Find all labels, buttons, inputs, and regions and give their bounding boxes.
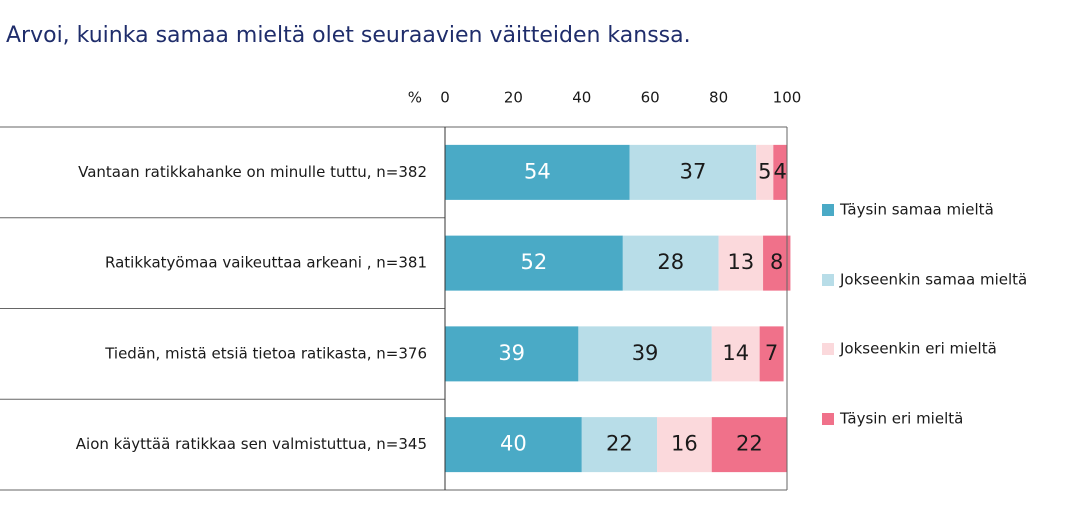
bar-segment	[773, 144, 787, 200]
data-label: 40	[500, 432, 527, 456]
data-label: 5	[758, 159, 771, 183]
chart-title: Arvoi, kuinka samaa mieltä olet seuraavi…	[6, 23, 691, 48]
legend-swatch	[822, 413, 834, 425]
data-label: 52	[521, 250, 548, 274]
bar-segment	[756, 144, 774, 200]
data-label: 39	[632, 341, 659, 365]
x-tick-label: 60	[641, 89, 660, 107]
data-label: 8	[770, 250, 783, 274]
category-label: Tiedän, mistä etsiä tietoa ratikasta, n=…	[104, 344, 427, 362]
bar-segment	[759, 326, 784, 382]
data-label: 14	[722, 341, 749, 365]
x-tick-label: 100	[773, 89, 802, 107]
legend-label: Jokseenkin eri mieltä	[839, 340, 997, 358]
bar-segment	[581, 417, 658, 473]
data-label: 39	[498, 341, 525, 365]
x-tick-label: 20	[504, 89, 523, 107]
bar-segment	[445, 144, 630, 200]
category-label: Ratikkatyömaa vaikeuttaa arkeani , n=381	[105, 254, 427, 272]
bar-segment	[629, 144, 757, 200]
legend-label: Täysin samaa mieltä	[839, 201, 994, 219]
unit-label: %	[408, 89, 422, 107]
data-label: 22	[606, 432, 633, 456]
legend-swatch	[822, 204, 834, 216]
category-label: Vantaan ratikkahanke on minulle tuttu, n…	[78, 163, 427, 181]
x-tick-label: 0	[440, 89, 450, 107]
data-label: 13	[727, 250, 754, 274]
bar-segment	[445, 417, 582, 473]
bar-segment	[622, 235, 719, 291]
bar-segment	[711, 417, 787, 473]
legend-swatch	[822, 274, 834, 286]
data-label: 4	[773, 159, 786, 183]
bar-segment	[445, 326, 579, 382]
data-label: 54	[524, 159, 551, 183]
data-label: 7	[765, 341, 778, 365]
bar-segment	[711, 326, 760, 382]
bar-segment	[718, 235, 764, 291]
bar-segment	[578, 326, 712, 382]
legend-label: Jokseenkin samaa mieltä	[839, 271, 1027, 289]
data-label: 16	[671, 432, 698, 456]
legend-swatch	[822, 343, 834, 355]
legend-label: Täysin eri mieltä	[839, 410, 963, 428]
data-label: 37	[680, 159, 707, 183]
data-label: 22	[736, 432, 763, 456]
x-tick-label: 80	[709, 89, 728, 107]
bar-segment	[445, 235, 623, 291]
bar-segment	[657, 417, 712, 473]
x-tick-label: 40	[572, 89, 591, 107]
data-label: 28	[657, 250, 684, 274]
bar-segment	[763, 235, 791, 291]
category-label: Aion käyttää ratikkaa sen valmistuttua, …	[76, 435, 427, 453]
